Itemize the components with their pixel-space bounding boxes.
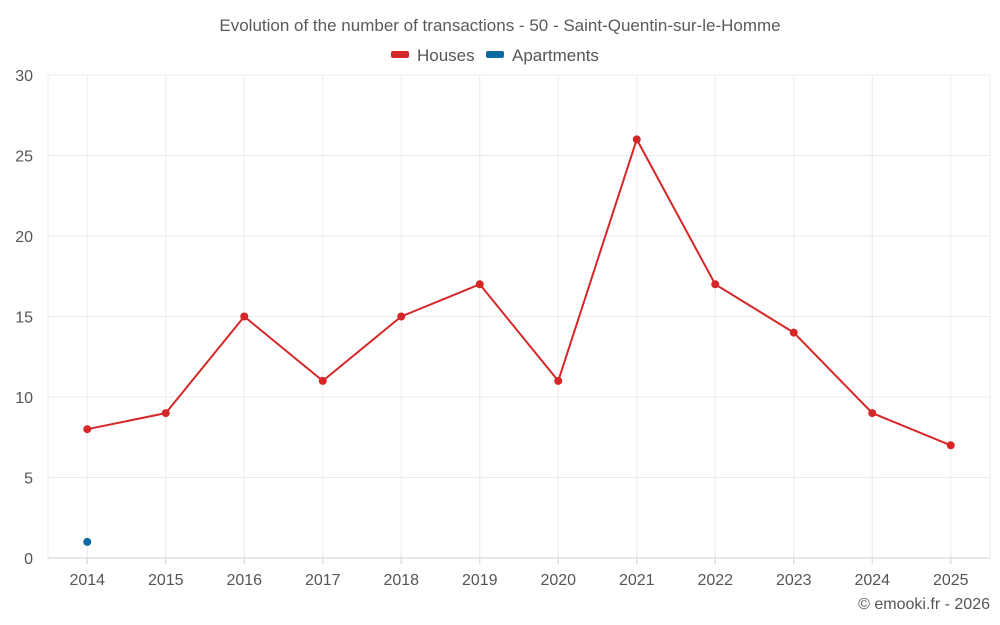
- data-point-apartments[interactable]: [83, 537, 92, 546]
- x-tick-label: 2015: [148, 572, 184, 589]
- data-point-houses[interactable]: [789, 328, 798, 337]
- data-point-houses[interactable]: [868, 409, 877, 418]
- data-point-houses[interactable]: [83, 425, 92, 434]
- data-point-houses[interactable]: [161, 409, 170, 418]
- y-tick-label: 10: [15, 390, 33, 407]
- x-tick-label: 2014: [69, 572, 105, 589]
- x-tick-label: 2019: [462, 572, 498, 589]
- series-line-houses: [87, 138, 952, 447]
- y-tick-label: 25: [15, 149, 33, 166]
- x-tick-label: 2017: [305, 572, 341, 589]
- legend-label-apartments: Apartments: [512, 46, 599, 65]
- x-tick-label: 2024: [854, 572, 890, 589]
- x-tick-label: 2023: [776, 572, 812, 589]
- series-apartments: [83, 537, 92, 546]
- chart-title: Evolution of the number of transactions …: [219, 16, 780, 35]
- data-point-houses[interactable]: [632, 135, 641, 144]
- legend-item-apartments[interactable]: Apartments: [486, 46, 599, 65]
- legend-swatch-apartments: [486, 51, 504, 58]
- x-tick-label: 2022: [697, 572, 733, 589]
- data-point-houses[interactable]: [554, 376, 563, 385]
- y-tick-label: 30: [15, 68, 33, 85]
- series: [83, 135, 955, 546]
- x-tick-label: 2016: [226, 572, 262, 589]
- x-tick-label: 2025: [933, 572, 969, 589]
- data-point-houses[interactable]: [240, 312, 249, 321]
- y-tick-label: 15: [15, 310, 33, 327]
- x-tick-label: 2018: [383, 572, 419, 589]
- data-point-houses[interactable]: [475, 280, 484, 289]
- data-point-houses[interactable]: [711, 280, 720, 289]
- data-point-houses[interactable]: [318, 376, 327, 385]
- y-tick-label: 0: [24, 551, 33, 568]
- credit-text: © emooki.fr - 2026: [858, 596, 990, 613]
- y-tick-label: 5: [24, 471, 33, 488]
- legend-swatch-houses: [391, 51, 409, 58]
- x-tick-label: 2020: [540, 572, 576, 589]
- grid: [47, 74, 991, 558]
- x-tick-label: 2021: [619, 572, 655, 589]
- legend-item-houses[interactable]: Houses: [391, 46, 475, 65]
- y-tick-label: 20: [15, 229, 33, 246]
- data-point-houses[interactable]: [946, 441, 955, 450]
- legend: Houses Apartments: [391, 46, 599, 65]
- series-houses: [83, 135, 955, 450]
- data-point-houses[interactable]: [397, 312, 406, 321]
- legend-label-houses: Houses: [417, 46, 475, 65]
